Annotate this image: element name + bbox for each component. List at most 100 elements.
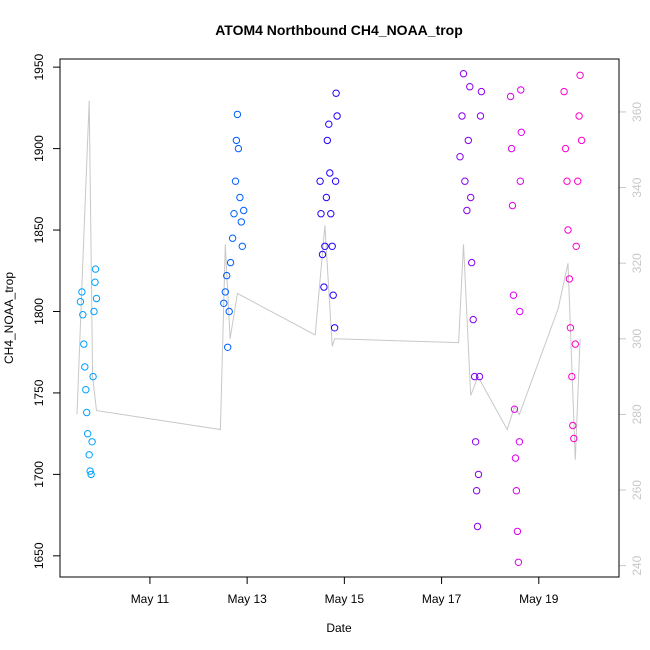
right-tick-label: 300 — [630, 328, 644, 348]
data-point — [575, 112, 583, 120]
data-point — [231, 177, 240, 185]
series-group — [316, 89, 341, 332]
data-point — [569, 421, 577, 430]
data-point — [238, 242, 247, 251]
data-point — [240, 206, 248, 215]
data-point — [568, 372, 576, 381]
secondary-trace-layer — [76, 100, 581, 460]
data-point — [561, 144, 570, 153]
data-point — [79, 311, 87, 319]
y-tick-label: 1650 — [32, 542, 46, 569]
data-point — [230, 210, 238, 218]
data-point — [91, 278, 99, 286]
data-point — [470, 372, 479, 381]
series-group — [456, 70, 486, 531]
right-tick-label: 320 — [630, 253, 644, 273]
data-point — [560, 87, 568, 96]
data-point — [221, 288, 230, 296]
data-point — [86, 467, 94, 475]
right-tick-label: 360 — [630, 102, 644, 122]
data-point — [477, 87, 486, 96]
x-tick-label: May 15 — [325, 592, 365, 606]
data-point — [321, 242, 329, 251]
data-point — [226, 258, 235, 267]
data-point — [236, 193, 244, 202]
data-point — [576, 71, 584, 80]
data-point — [467, 193, 475, 202]
data-point — [318, 250, 327, 259]
data-point — [328, 242, 336, 251]
data-point — [564, 226, 572, 234]
data-point — [577, 136, 586, 145]
data-point — [332, 89, 340, 97]
data-point — [83, 408, 91, 417]
data-point — [473, 522, 482, 531]
data-point — [224, 343, 232, 351]
right-tick-label: 240 — [630, 555, 644, 575]
x-tick-label: May 17 — [422, 592, 462, 606]
data-point — [509, 291, 518, 299]
y-tick-label: 1950 — [32, 53, 46, 80]
data-point — [574, 177, 582, 185]
data-point — [570, 434, 578, 443]
data-point — [90, 307, 98, 316]
data-point — [563, 177, 571, 185]
y-axis-label: CH4_NOAA_trop — [2, 272, 16, 364]
data-point — [463, 206, 471, 215]
data-point — [516, 307, 524, 316]
data-point — [469, 315, 477, 324]
data-point — [316, 177, 324, 185]
series-group — [560, 71, 586, 443]
data-point — [329, 291, 337, 299]
data-point — [517, 128, 525, 137]
data-point — [237, 218, 246, 226]
y-tick-label: 1850 — [32, 216, 46, 243]
series-group — [506, 86, 525, 566]
data-point — [514, 558, 523, 566]
x-tick-label: May 19 — [519, 592, 559, 606]
right-tick-label: 280 — [630, 404, 644, 424]
data-point — [515, 438, 524, 446]
data-point — [87, 470, 95, 479]
data-point — [472, 487, 481, 495]
plot-frame — [59, 58, 620, 578]
data-point — [82, 386, 90, 394]
data-point — [476, 112, 485, 120]
data-point — [461, 177, 469, 185]
data-point — [474, 470, 483, 479]
points-layer — [76, 70, 586, 566]
y-tick-label: 1800 — [32, 298, 46, 325]
data-point — [468, 258, 476, 267]
data-point — [223, 271, 231, 280]
series-group — [76, 265, 101, 479]
data-point — [323, 136, 331, 145]
data-point — [464, 136, 472, 145]
data-point — [565, 275, 574, 283]
data-point — [327, 210, 335, 218]
y-tick-label: 1900 — [32, 135, 46, 162]
data-point — [85, 451, 93, 459]
data-point — [228, 234, 237, 242]
data-point — [322, 193, 331, 202]
data-point — [326, 169, 334, 177]
data-point — [80, 340, 88, 348]
data-point — [89, 372, 97, 381]
data-point — [233, 110, 242, 119]
series-group — [220, 110, 248, 351]
chart-title: ATOM4 Northbound CH4_NOAA_trop — [215, 22, 463, 38]
data-point — [508, 201, 517, 210]
data-point — [220, 299, 228, 307]
right-tick-label: 260 — [630, 480, 644, 500]
data-point — [76, 298, 85, 306]
secondary-trace-line — [76, 100, 581, 460]
x-tick-label: May 11 — [131, 592, 170, 606]
data-point — [320, 283, 328, 291]
data-point — [78, 288, 86, 296]
data-point — [511, 454, 520, 462]
data-point — [81, 363, 89, 371]
data-point — [331, 177, 340, 185]
data-point — [510, 405, 519, 413]
data-point — [330, 324, 339, 332]
y-tick-label: 1750 — [32, 379, 46, 406]
data-point — [225, 307, 233, 316]
